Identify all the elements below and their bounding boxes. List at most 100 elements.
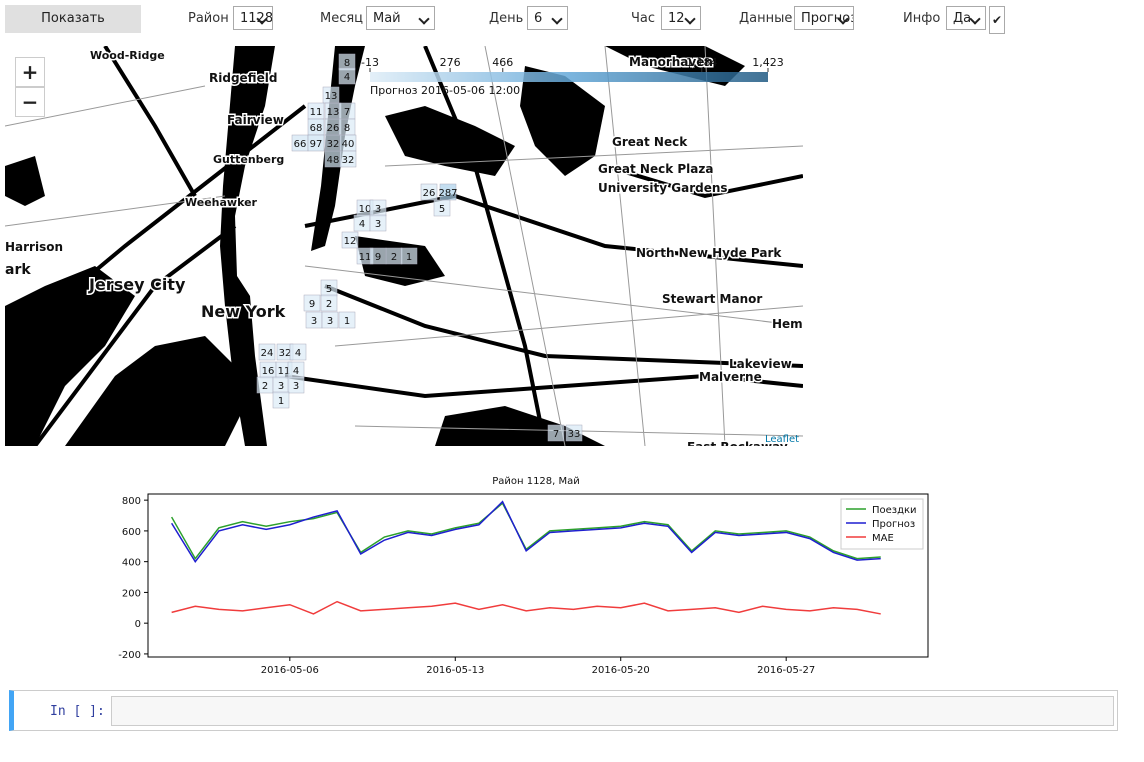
cell-value: 4 — [359, 219, 365, 230]
colorbar-tick-label: 1,184 — [686, 56, 718, 69]
grid-cell — [565, 424, 583, 442]
grid-cell — [320, 294, 338, 312]
grid-cell — [272, 391, 290, 409]
grid-cell — [420, 183, 438, 201]
grid-cell — [400, 247, 418, 265]
district-select[interactable]: 1128 — [233, 6, 273, 30]
cell-value: 5 — [326, 284, 332, 295]
cell-value: 287 — [438, 188, 457, 199]
day-select[interactable]: 6 — [527, 6, 568, 30]
cell-value: 66 — [294, 139, 307, 150]
cell-value: 2 — [391, 252, 397, 263]
y-tick-label: 200 — [122, 588, 141, 599]
place-label: Guttenberg — [213, 153, 284, 166]
cell-value: 3 — [293, 381, 299, 392]
place-label: Manorhaven — [629, 55, 713, 69]
series-line — [170, 500, 881, 563]
legend-box — [840, 498, 924, 550]
place-label: East Rockaway — [687, 440, 788, 446]
y-tick-label: -200 — [118, 650, 141, 661]
show-button[interactable]: Показать — [5, 5, 141, 33]
cell-value: 4 — [344, 72, 350, 83]
cell-value: 3 — [327, 316, 333, 327]
cell-value: 11 — [310, 107, 323, 118]
grid-cell — [338, 311, 356, 329]
cell-value: 11 — [359, 252, 372, 263]
data-select[interactable]: Прогноз — [794, 6, 854, 30]
grid-cell — [307, 134, 325, 152]
cell-value: 1 — [278, 396, 284, 407]
cell-value: 24 — [261, 348, 274, 359]
places: Wood-Ridge Ridgefield Fairview Guttenberg We… — [5, 48, 803, 447]
cell-value: 4 — [295, 348, 301, 359]
highways — [5, 46, 803, 446]
cell-value: 68 — [310, 123, 323, 134]
info-select[interactable]: Да — [946, 6, 986, 30]
cell-value: 3 — [375, 204, 381, 215]
colorbar-caption: Прогноз 2016-05-06 12:00 — [370, 84, 520, 97]
zoom-in[interactable]: + — [15, 57, 45, 87]
cell-value: 3 — [375, 219, 381, 230]
cell-value: 10 — [359, 204, 372, 215]
place-label: Lakeview — [729, 357, 792, 371]
grid-cell — [258, 343, 276, 361]
info-label: Инфо — [903, 11, 941, 26]
cell-value: 8 — [344, 58, 350, 69]
cell-value: 40 — [342, 139, 355, 150]
cell-value: 32 — [342, 155, 355, 166]
cell-value: 13 — [327, 107, 340, 118]
grid-cell — [341, 231, 359, 249]
cell-value: 97 — [310, 139, 323, 150]
cell-prompt: In [ ]: — [50, 704, 105, 719]
y-tick-label: 800 — [122, 496, 141, 507]
cell-value: 9 — [375, 252, 381, 263]
cell-value: 1 — [344, 316, 350, 327]
cell-value: 11 — [278, 366, 291, 377]
cell-value: 12 — [344, 236, 357, 247]
place-label: University Gardens — [598, 181, 728, 195]
cell-value: 3 — [278, 381, 284, 392]
grid-cell — [287, 376, 305, 394]
place-label: Jersey City — [88, 275, 186, 294]
cell-value: 9 — [309, 299, 315, 310]
place-label: Great Neck — [612, 135, 688, 149]
cell-value: 33 — [568, 429, 581, 440]
place-label: Wood-Ridge — [90, 49, 165, 62]
month-select[interactable]: Май — [366, 6, 435, 30]
water — [5, 46, 745, 446]
grid-cell — [321, 311, 339, 329]
grid-cell — [338, 67, 356, 85]
cell-value: 32 — [327, 139, 340, 150]
place-label: ark — [5, 262, 31, 278]
cell-value: 7 — [553, 429, 559, 440]
attribution[interactable]: Leaflet — [765, 434, 799, 445]
cell-value: 5 — [439, 204, 445, 215]
code-editor[interactable] — [111, 696, 1114, 726]
hour-select[interactable]: 12 — [661, 6, 701, 30]
cell-value: 7 — [344, 107, 350, 118]
district-label: Район — [188, 11, 229, 26]
place-label: Weehawker — [185, 196, 258, 209]
cell-value: 32 — [279, 348, 292, 359]
grid-cell — [339, 150, 357, 168]
x-tick-label: 2016-05-20 — [592, 665, 650, 675]
grid-cell — [433, 199, 451, 217]
hour-label: Час — [631, 11, 656, 26]
cell-value: 16 — [262, 366, 275, 377]
colorbar: -13 276 466 1,184 1,423 Прогноз 2016-05-06 12… — [361, 56, 784, 97]
checkbox[interactable]: ✔ — [989, 6, 1005, 34]
cell-value: 26 — [423, 188, 436, 199]
cell-value: 26 — [327, 123, 340, 134]
colorbar-bar — [370, 72, 768, 82]
cell-value: 13 — [325, 91, 338, 102]
y-tick-label: 400 — [122, 558, 141, 569]
legend-label: MAE — [872, 533, 894, 544]
place-label: Harrison — [5, 240, 63, 254]
x-tick-label: 2016-05-27 — [757, 665, 815, 675]
input-cell[interactable] — [9, 690, 1118, 731]
zoom-out[interactable]: − — [15, 87, 45, 117]
y-tick-label: 600 — [122, 527, 141, 538]
y-tick-label: 0 — [135, 619, 141, 630]
